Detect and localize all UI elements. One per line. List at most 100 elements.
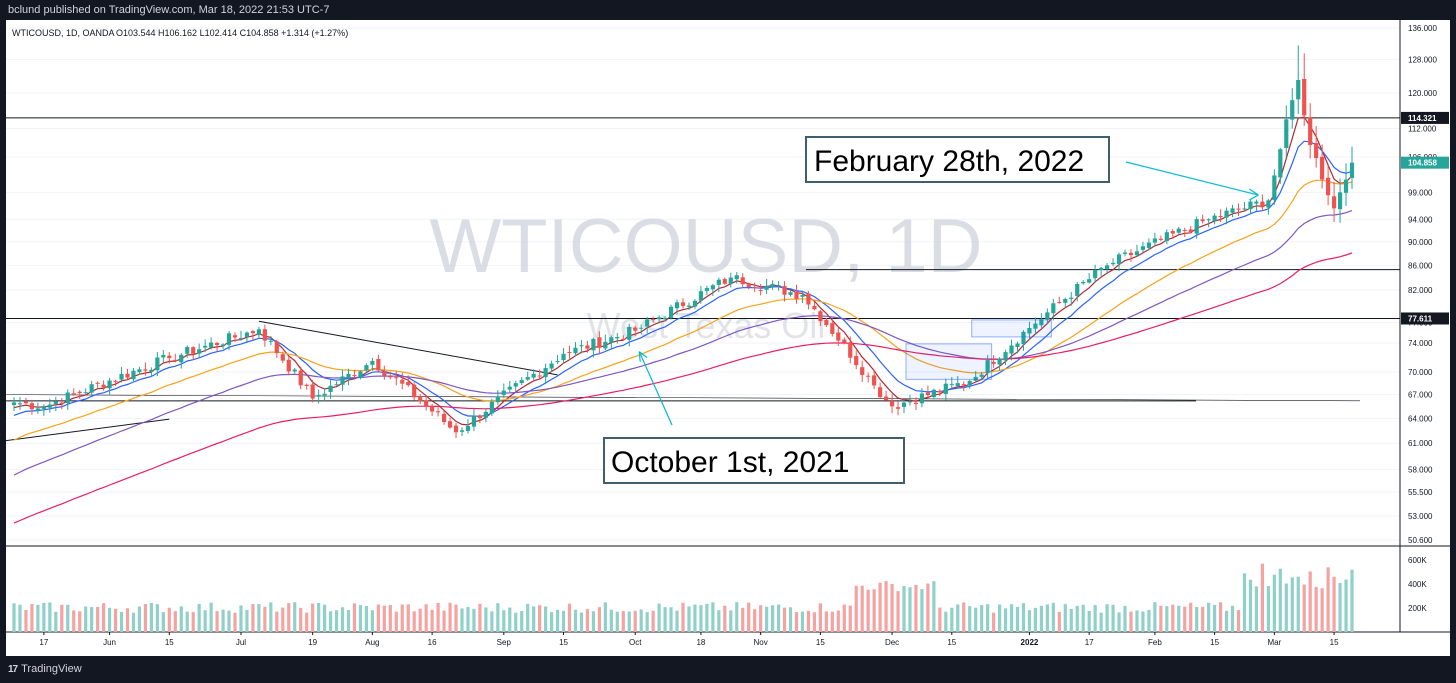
candle-body [1200,219,1205,222]
volume-bar [137,606,142,632]
candle-body [1188,229,1193,232]
candle-body [244,332,250,338]
candle-body [1236,208,1241,210]
volume-bar [651,610,655,632]
candle-body [232,335,238,338]
volume-bar [753,609,757,632]
volume-bar [890,584,894,632]
candle-body [1110,262,1116,265]
candle-body [1122,252,1128,254]
candle-body [985,360,990,373]
volume-bar [896,591,900,632]
candle-body [561,353,566,361]
candle-body [555,361,560,363]
volume-bar [269,602,273,632]
volume-bar [1045,604,1049,632]
volume-bar [741,607,745,632]
chart-area[interactable]: WTICOUSD, 1D West Texas Oil 136.000 128.0… [5,20,1450,656]
candle-body [1194,219,1199,234]
candle-body [1314,143,1319,159]
candle-body [537,375,542,377]
volume-bar [382,605,386,632]
time-tick-label: 17 [39,638,48,647]
volume-bar [1236,610,1241,632]
candle-body [346,373,351,379]
candle-body [268,340,273,342]
candle-body [274,341,279,354]
volume-bar [717,610,721,632]
volume-bar [364,606,369,632]
volume-bar [508,607,512,632]
candle-body [382,371,387,376]
price-chart[interactable]: WTICOUSD, 1D West Texas Oil 136.000128.0… [5,20,1450,656]
candle-body [573,347,578,354]
volume-bar [1015,606,1020,632]
time-tick-label: Aug [365,638,379,647]
volume-bar [1075,605,1079,632]
volume-bar [466,606,470,632]
candle-body [543,368,548,378]
volume-bar [1111,604,1115,632]
volume-bar [794,611,799,632]
candle-body [1134,251,1140,256]
feb-callout-box [805,136,1110,183]
volume-bar [24,609,28,632]
volume-bar [1284,583,1288,632]
volume-bar [119,611,124,632]
volume-bar [884,581,888,632]
candle-body [1075,284,1080,297]
candle-body [728,277,733,284]
candle-body [119,373,124,380]
volume-bar [1201,606,1205,632]
volume-bar [908,587,912,632]
volume-bar [406,604,410,632]
volume-bar [96,606,100,632]
candle-body [937,390,942,393]
oct-callout-box [603,437,905,484]
candle-body [1302,78,1307,116]
candle-body [579,345,584,347]
candle-body [394,377,399,379]
candle-body [406,381,411,386]
volume-bar [191,612,195,632]
candle-body [507,386,512,390]
candle-body [1146,242,1152,248]
candle-body [238,338,244,340]
volume-bar [770,605,775,632]
volume-bar [932,581,936,632]
volume-bar [759,605,763,632]
candle-body [1003,352,1008,361]
volume-bar [370,610,374,632]
candle-body [889,400,895,407]
volume-bar [860,585,864,632]
volume-bar [621,611,625,632]
volume-bar [376,604,380,632]
volume-bar [812,612,817,632]
volume-bar [1123,605,1127,632]
volume-bar [729,610,733,632]
volume-bar [436,602,440,632]
candle-body [758,290,763,292]
volume-bar [992,612,996,632]
candle-body [1069,297,1074,299]
volume-bar [597,607,601,632]
candle-body [1296,80,1301,100]
volume-bar [400,604,404,632]
volume-bar [227,610,231,632]
candle-body [967,380,972,386]
volume-bar [496,603,500,632]
volume-bar [36,604,40,632]
candle-body [53,401,58,404]
volume-bar [233,612,237,632]
volume-bar [1021,603,1026,632]
candle-body [866,375,871,377]
volume-bar [1224,610,1229,632]
candle-body [1230,208,1235,213]
volume-bar [800,611,805,632]
volume-bar [328,611,333,632]
volume-bar [1147,609,1151,632]
volume-bar [1248,579,1253,632]
volume-bar [311,603,315,632]
candle-body [674,302,680,309]
candle-body [441,413,447,423]
